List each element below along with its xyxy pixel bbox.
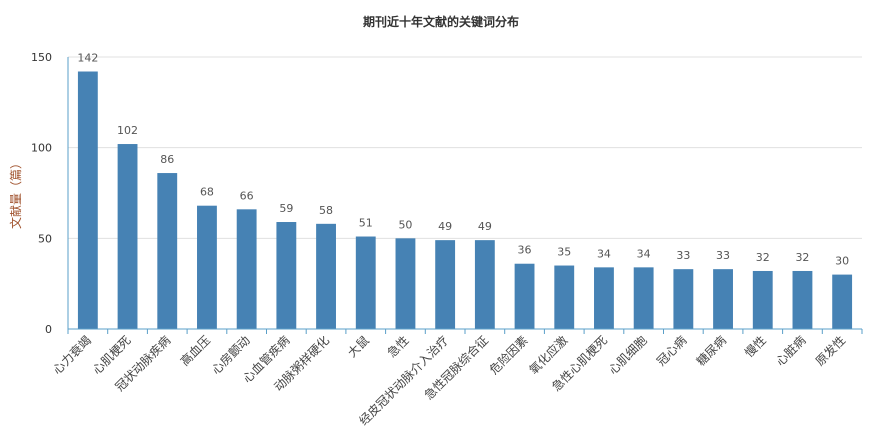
- bar[interactable]: [713, 269, 733, 329]
- data-label: 50: [398, 218, 412, 231]
- data-label: 102: [117, 124, 138, 137]
- bar[interactable]: [474, 240, 495, 329]
- x-tick-label: 危险因素: [486, 333, 531, 378]
- bar[interactable]: [395, 238, 416, 329]
- bar[interactable]: [673, 269, 694, 329]
- data-label: 59: [279, 202, 293, 215]
- bar[interactable]: [792, 270, 813, 329]
- x-tick-label: 慢性: [742, 333, 769, 360]
- y-tick-label: 100: [31, 142, 52, 155]
- data-label: 33: [716, 249, 730, 262]
- data-label: 86: [160, 153, 174, 166]
- bar[interactable]: [633, 267, 654, 329]
- data-label: 30: [835, 255, 849, 268]
- data-label: 68: [200, 186, 214, 199]
- data-label: 66: [240, 189, 254, 202]
- y-tick-label: 0: [45, 323, 52, 336]
- data-label: 35: [557, 246, 571, 259]
- y-tick-label: 50: [38, 232, 52, 245]
- data-labels: 142 102 86 68 66 59 58 51 50 49 49 36 35 34 34 33 33 32 32…: [77, 52, 849, 268]
- data-label: 58: [319, 204, 333, 217]
- chart-title: 期刊近十年文献的关键词分布: [363, 14, 519, 29]
- data-label: 51: [359, 217, 373, 230]
- y-tick-labels: 0 50 100 150: [31, 51, 52, 336]
- bar[interactable]: [236, 209, 257, 329]
- bar[interactable]: [554, 265, 575, 329]
- data-label: 32: [795, 251, 809, 264]
- axes: [67, 57, 863, 334]
- x-tick-label: 糖尿病: [693, 333, 729, 369]
- bar[interactable]: [832, 274, 853, 329]
- x-tick-label: 急性: [384, 333, 412, 361]
- bar[interactable]: [355, 236, 376, 329]
- bar[interactable]: [276, 222, 297, 329]
- bar[interactable]: [197, 205, 217, 329]
- bar[interactable]: [157, 173, 178, 329]
- bar[interactable]: [594, 267, 614, 329]
- bar[interactable]: [752, 270, 773, 329]
- bar[interactable]: [117, 144, 138, 329]
- data-label: 34: [637, 247, 651, 260]
- bar[interactable]: [77, 71, 98, 330]
- bars: [77, 71, 853, 330]
- bar[interactable]: [316, 223, 336, 329]
- data-label: 49: [438, 220, 452, 233]
- x-tick-label: 高血压: [177, 333, 213, 369]
- data-label: 33: [676, 249, 690, 262]
- x-tick-label: 心力衰竭: [49, 333, 94, 378]
- data-label: 36: [518, 244, 532, 257]
- x-tick-label: 大鼠: [345, 333, 372, 360]
- grid-lines: [68, 56, 862, 239]
- x-tick-label: 心肌细胞: [606, 333, 650, 377]
- data-label: 142: [77, 52, 98, 65]
- x-tick-label: 心脏病: [772, 333, 808, 369]
- x-tick-label: 原发性: [812, 333, 848, 369]
- data-label: 34: [597, 247, 611, 260]
- bar[interactable]: [514, 263, 535, 329]
- bar[interactable]: [435, 240, 456, 329]
- y-axis-label: 文献量（篇）: [8, 157, 23, 229]
- data-label: 49: [478, 220, 492, 233]
- x-tick-label: 冠心病: [653, 333, 689, 369]
- data-label: 32: [756, 251, 770, 264]
- y-tick-label: 150: [31, 51, 52, 64]
